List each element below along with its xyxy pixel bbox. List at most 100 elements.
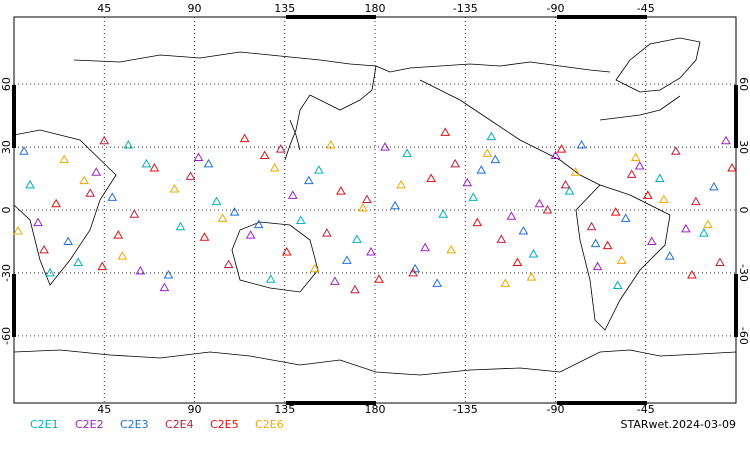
coastlines bbox=[13, 37, 737, 376]
observation-marker bbox=[630, 152, 641, 162]
legend-entry: C2E2 bbox=[75, 418, 104, 431]
observation-marker bbox=[295, 215, 306, 224]
x-tick-label: 180 bbox=[365, 2, 386, 15]
observation-marker bbox=[646, 236, 657, 245]
x-tick-label: 90 bbox=[188, 2, 202, 15]
observation-marker bbox=[542, 204, 553, 214]
observation-marker bbox=[149, 163, 160, 172]
observation-marker bbox=[721, 135, 731, 145]
observation-marker bbox=[169, 184, 180, 193]
y-tick-label: -30 bbox=[0, 264, 13, 282]
observation-marker bbox=[420, 242, 431, 252]
observation-marker bbox=[107, 192, 118, 201]
observation-marker bbox=[117, 251, 128, 260]
observation-marker bbox=[526, 272, 537, 281]
observation-marker bbox=[159, 282, 170, 292]
observation-marker bbox=[366, 246, 376, 256]
observation-marker bbox=[330, 276, 340, 285]
x-tick-label: -90 bbox=[547, 403, 565, 416]
observation-marker bbox=[13, 225, 23, 235]
observation-marker bbox=[586, 221, 597, 231]
observation-marker bbox=[727, 163, 737, 172]
x-tick-label: 45 bbox=[97, 2, 111, 15]
y-tick-label: 30 bbox=[737, 140, 750, 154]
grid bbox=[14, 17, 736, 403]
x-tick-label: -45 bbox=[637, 403, 655, 416]
observation-marker bbox=[654, 173, 665, 183]
observation-marker bbox=[620, 213, 631, 222]
observation-marker bbox=[468, 192, 479, 201]
observation-marker bbox=[408, 267, 418, 277]
observation-marker bbox=[610, 207, 621, 216]
observation-marker bbox=[715, 257, 725, 266]
observation-marker bbox=[486, 131, 497, 141]
observation-marker bbox=[269, 163, 280, 172]
observation-marker bbox=[33, 217, 43, 227]
observation-marker bbox=[616, 255, 627, 264]
legend-entry: C2E4 bbox=[165, 418, 194, 431]
y-tick-label: 60 bbox=[737, 77, 750, 91]
observation-marker bbox=[612, 280, 623, 290]
observation-marker bbox=[326, 139, 336, 149]
observation-marker bbox=[39, 244, 49, 254]
observation-marker bbox=[570, 167, 581, 176]
observation-marker bbox=[141, 158, 152, 168]
observation-marker bbox=[175, 221, 186, 231]
observation-marker bbox=[476, 165, 487, 174]
observation-marker bbox=[123, 139, 134, 149]
observation-marker bbox=[91, 167, 102, 176]
observation-marker bbox=[51, 198, 61, 208]
y-tick-label: 0 bbox=[0, 207, 13, 214]
observation-marker bbox=[634, 160, 645, 170]
observation-marker bbox=[185, 171, 196, 180]
x-tick-label: 135 bbox=[274, 2, 295, 15]
observation-marker bbox=[496, 234, 507, 243]
observation-marker bbox=[211, 196, 222, 206]
legend-entry: C2E5 bbox=[210, 418, 239, 431]
observation-marker bbox=[490, 154, 501, 164]
observation-marker bbox=[512, 257, 523, 266]
x-tick-label: 135 bbox=[274, 403, 295, 416]
x-tick-label: 45 bbox=[97, 403, 111, 416]
observation-marker bbox=[576, 139, 587, 149]
observation-marker bbox=[245, 230, 256, 239]
observation-marker bbox=[217, 213, 228, 222]
observation-marker bbox=[97, 261, 108, 271]
observation-marker bbox=[402, 148, 412, 157]
observation-marker bbox=[358, 202, 368, 212]
x-tick-label: -45 bbox=[637, 2, 655, 15]
observation-marker bbox=[560, 179, 571, 189]
observation-marker bbox=[534, 198, 545, 208]
observation-marker bbox=[626, 169, 637, 178]
observation-marker bbox=[85, 188, 96, 197]
observation-marker bbox=[440, 127, 451, 136]
legend-entry: C2E3 bbox=[120, 418, 149, 431]
observation-marker bbox=[564, 186, 575, 195]
observation-marker bbox=[313, 165, 324, 174]
observation-marker bbox=[390, 200, 400, 210]
observation-marker bbox=[265, 274, 276, 283]
observation-marker bbox=[275, 144, 286, 153]
observation-marker bbox=[352, 234, 362, 243]
observation-marker bbox=[129, 209, 140, 218]
observation-marker bbox=[199, 232, 210, 241]
observation-marker bbox=[322, 228, 332, 237]
observation-marker bbox=[664, 251, 675, 260]
observation-marker bbox=[303, 175, 314, 185]
observation-marker bbox=[426, 173, 437, 183]
x-tick-label: -135 bbox=[453, 2, 478, 15]
observation-marker bbox=[432, 278, 443, 287]
observation-marker bbox=[113, 230, 124, 239]
observation-marker bbox=[462, 177, 473, 187]
observation-marker bbox=[287, 190, 298, 199]
observation-marker bbox=[482, 148, 493, 157]
observation-marker bbox=[223, 259, 234, 269]
observation-marker bbox=[699, 228, 709, 237]
observation-marker bbox=[450, 158, 461, 168]
observations bbox=[13, 127, 737, 294]
y-tick-label: -30 bbox=[737, 264, 750, 282]
observation-marker bbox=[592, 261, 603, 271]
observation-marker bbox=[396, 179, 406, 189]
